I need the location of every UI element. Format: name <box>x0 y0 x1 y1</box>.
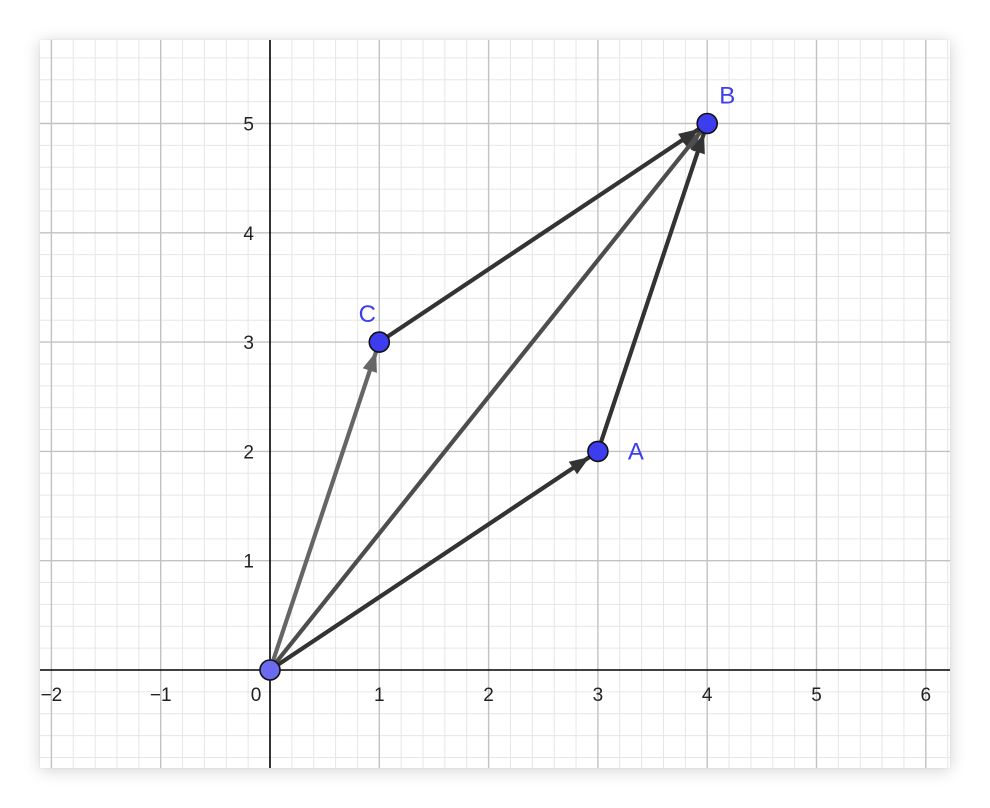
x-tick-label: 0 <box>251 685 262 706</box>
x-tick-label: 6 <box>921 685 932 706</box>
graphics-view-panel: −2 −1 0 1 2 3 4 5 6 1 2 3 4 5 A B C <box>40 35 950 768</box>
points[interactable] <box>259 112 719 681</box>
minor-gridlines <box>40 35 950 768</box>
x-tick-label: −1 <box>150 685 172 706</box>
y-tick-label: 3 <box>243 333 254 354</box>
y-tick-label: 5 <box>243 115 254 136</box>
x-tick-label: 5 <box>811 685 822 706</box>
x-tick-label: 1 <box>374 685 385 706</box>
x-tick-label: −2 <box>41 685 63 706</box>
vector-arrowhead <box>682 131 701 152</box>
x-tick-label: 2 <box>483 685 494 706</box>
vector-arrowhead <box>362 351 377 373</box>
vector-arrow <box>267 349 379 673</box>
tick-labels: −2 −1 0 1 2 3 4 5 6 1 2 3 4 5 <box>41 115 932 707</box>
axes <box>40 40 950 768</box>
y-tick-label: 1 <box>243 552 254 573</box>
point-b[interactable] <box>696 112 719 135</box>
vector-arrowhead <box>678 129 699 147</box>
point-label-a: A <box>628 438 644 465</box>
major-gridlines <box>40 40 950 768</box>
vector-arrowhead <box>690 132 705 155</box>
y-tick-label: 4 <box>243 224 254 245</box>
point-labels: A B C <box>359 83 736 466</box>
vector-arrow <box>377 126 701 345</box>
x-tick-label: 4 <box>702 685 713 706</box>
vector-arrow <box>267 454 592 673</box>
point-c[interactable] <box>368 331 391 353</box>
coordinate-plane: −2 −1 0 1 2 3 4 5 6 1 2 3 4 5 A B C <box>40 35 950 768</box>
vectors <box>267 126 707 673</box>
point-label-c: C <box>359 301 376 328</box>
vector-arrowhead <box>568 456 590 475</box>
point-a[interactable] <box>587 440 609 463</box>
origin-point[interactable] <box>259 659 281 681</box>
y-tick-label: 2 <box>243 442 254 463</box>
x-tick-label: 3 <box>593 685 604 706</box>
vector-arrow <box>595 130 707 454</box>
point-label-b: B <box>719 83 735 110</box>
vector-arrow <box>267 129 704 673</box>
